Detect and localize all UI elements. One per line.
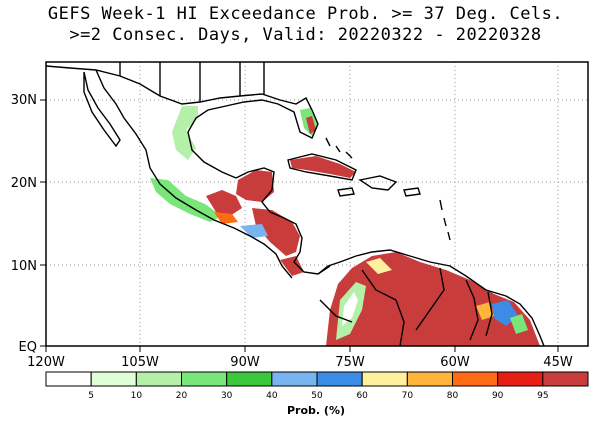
lon-label-45w: 45W: [543, 355, 573, 370]
map-title-line1: GEFS Week-1 HI Exceedance Prob. >= 37 De…: [47, 4, 564, 24]
prob-area-cuba: [290, 156, 356, 178]
lon-label-105w: 105W: [121, 355, 159, 370]
prob-area-mexico-green: [150, 178, 222, 222]
colorbar-swatch: [406, 371, 453, 387]
map-layers: [46, 62, 588, 346]
lat-label-30n: 30N: [11, 93, 37, 108]
colorbar-swatch: [90, 371, 137, 387]
coastlines: [46, 62, 545, 346]
colorbar-tick-label: 70: [402, 391, 414, 401]
lon-label-120w: 120W: [27, 355, 65, 370]
colorbar-tick-label: 60: [356, 391, 368, 401]
colorbar-swatch: [316, 371, 363, 387]
prob-area-south-america: [326, 252, 540, 346]
colorbar-swatch: [361, 371, 408, 387]
prob-area-mexico-south: [206, 190, 242, 216]
colorbar-swatch: [135, 371, 182, 387]
axis-ticks: [40, 99, 559, 352]
prob-area-venezuela-yellow: [366, 258, 392, 274]
colorbar-tick-label: 30: [221, 391, 233, 401]
colorbar-swatch: [542, 371, 589, 387]
colorbar-unit-label: Prob. (%): [287, 404, 345, 417]
prob-area-colombia-white: [342, 292, 358, 326]
colorbar-tick-label: 20: [176, 391, 188, 401]
map-frame: [45, 61, 589, 347]
lat-label-20n: 20N: [11, 176, 37, 191]
colorbar-swatch: [497, 371, 544, 387]
colorbar-labels: 5 10 20 30 40 50 60 70 80 90 95: [88, 391, 548, 401]
colorbar-tick-label: 80: [447, 391, 459, 401]
colorbar-swatch: [45, 371, 92, 387]
colorbar-swatch: [226, 371, 273, 387]
colorbar-swatch: [452, 371, 499, 387]
colorbar-swatch: [271, 371, 318, 387]
lat-label-eq: EQ: [19, 340, 37, 355]
colorbar-swatch: [181, 371, 228, 387]
lon-label-60w: 60W: [440, 355, 470, 370]
lon-label-75w: 75W: [335, 355, 365, 370]
lon-label-90w: 90W: [230, 355, 260, 370]
prob-area-ca-blue: [240, 224, 268, 238]
colorbar-tick-label: 90: [492, 391, 504, 401]
lat-label-10n: 10N: [11, 259, 37, 274]
colorbar-tick-label: 40: [266, 391, 278, 401]
colorbar-tick-label: 50: [311, 391, 323, 401]
prob-area-costa-rica: [280, 256, 304, 276]
map-title-line2: >=2 Consec. Days, Valid: 20220322 - 2022…: [69, 25, 542, 45]
prob-area-florida-red: [306, 116, 316, 134]
colorbar-tick-label: 10: [131, 391, 143, 401]
colorbar-tick-label: 95: [537, 391, 548, 401]
prob-area-yucatan: [236, 170, 274, 202]
prob-area-guiana-green: [510, 314, 528, 334]
colorbar: [45, 371, 589, 387]
colorbar-tick-label: 5: [88, 391, 94, 401]
prob-area-guiana-orange: [476, 302, 494, 320]
prob-area-guatemala-orange: [214, 212, 238, 224]
